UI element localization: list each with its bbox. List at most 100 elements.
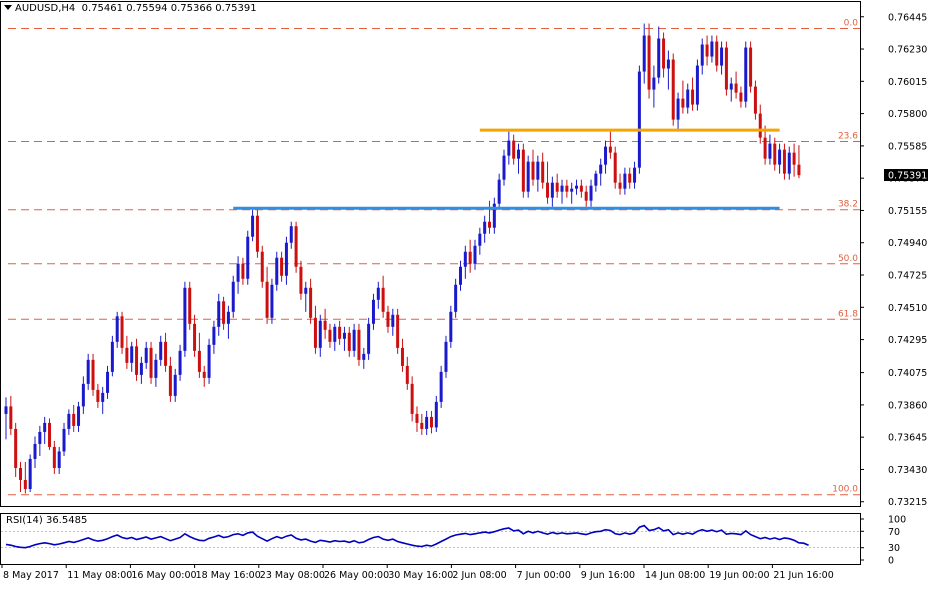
candle-body: [217, 301, 221, 327]
price-tick-label: 0.74725: [888, 271, 927, 282]
candle-body: [57, 451, 61, 468]
rsi-header: RSI(14) 36.5485: [6, 515, 87, 526]
candle-body: [284, 242, 288, 276]
candle-body: [294, 226, 298, 267]
time-tick-label: 26 May 00:00: [324, 570, 389, 581]
candle-body: [67, 413, 71, 429]
candle-body: [618, 182, 622, 189]
candle-body: [724, 47, 728, 90]
candle-body: [560, 185, 564, 192]
collapse-triangle-icon: [4, 5, 12, 10]
price-axis: 0.76445 0.76230 0.76015 0.75800 0.75585 0.753…: [860, 12, 928, 508]
price-tick-label: 0.76445: [888, 12, 927, 23]
candle-body: [463, 251, 467, 267]
candle-body: [691, 89, 695, 105]
ohlc-readout: 0.75461 0.75594 0.75366 0.75391: [81, 3, 257, 14]
candle-body: [565, 185, 569, 192]
candle-body: [720, 47, 724, 66]
candle-body: [323, 320, 327, 330]
candle-body: [444, 341, 448, 372]
candle-body: [52, 446, 56, 468]
candle-body: [304, 287, 308, 294]
candle-body: [130, 346, 134, 363]
candle-body: [454, 284, 458, 312]
candle-body: [546, 182, 550, 198]
price-tick-label: 0.73860: [888, 400, 927, 411]
candle-body: [154, 359, 158, 378]
candle-body: [666, 59, 670, 69]
candle-body: [773, 143, 777, 165]
candle-body: [241, 263, 245, 279]
candle-body: [497, 179, 501, 204]
time-tick-label: 19 Jun 00:00: [709, 570, 769, 581]
candle-body: [91, 359, 95, 390]
candle-body: [449, 311, 453, 342]
candle-body: [695, 65, 699, 105]
candle-body: [48, 422, 52, 447]
time-tick-label: 9 Jun 16:00: [581, 570, 635, 581]
candle-body: [333, 326, 337, 342]
candle-body: [734, 83, 738, 93]
candle-body: [188, 287, 192, 324]
candle-body: [434, 401, 438, 428]
candle-body: [386, 311, 390, 327]
candle-body: [193, 323, 197, 351]
candle-body: [710, 41, 714, 57]
candle-body: [555, 182, 559, 192]
rsi-axis-label: 100: [888, 515, 906, 526]
candle-body: [512, 140, 516, 159]
symbol-header: AUDUSD,H4 0.75461 0.75594 0.75366 0.7539…: [4, 3, 257, 14]
candle-body: [608, 146, 612, 153]
candle-body: [488, 221, 491, 228]
rsi-line: [5, 524, 809, 549]
candle-body: [753, 86, 757, 114]
candle-body: [357, 329, 361, 360]
candle-body: [33, 443, 37, 459]
candle-body: [797, 164, 801, 176]
candle-body: [420, 422, 424, 429]
candle-body: [251, 215, 255, 237]
candle-body: [255, 215, 259, 252]
candle-body: [72, 413, 76, 426]
candle-body: [705, 44, 709, 57]
price-tick-label: 0.74295: [888, 335, 927, 346]
candle-body: [613, 152, 617, 183]
candle-body: [729, 83, 733, 90]
time-tick-label: 7 Jun 00:00: [517, 570, 571, 581]
candle-body: [338, 326, 342, 339]
time-tick-label: 18 May 16:00: [196, 570, 261, 581]
price-tick-label: 0.75155: [888, 206, 927, 217]
time-tick-label: 2 Jun 08:00: [452, 570, 506, 581]
candle-body: [38, 431, 42, 444]
candle-body: [275, 257, 279, 285]
candle-body: [623, 173, 627, 189]
candle-body: [787, 152, 791, 174]
price-tick-label: 0.75800: [888, 109, 927, 120]
candle-body: [400, 347, 404, 366]
candle-body: [197, 350, 201, 372]
candle-body: [579, 185, 583, 192]
candle-body: [507, 140, 511, 156]
candle-body: [318, 320, 322, 348]
rsi-axis-label: 70: [888, 527, 900, 538]
fibonacci-levels: 0.0 23.6 38.2 50.0 61.8 100.0: [8, 18, 860, 496]
candle-body: [570, 188, 574, 192]
time-tick-label: 8 May 2017: [3, 570, 59, 581]
candle-body: [526, 161, 530, 192]
candle-body: [101, 392, 105, 402]
candle-body: [164, 341, 168, 366]
candle-body: [376, 287, 380, 300]
candle-body: [541, 161, 545, 183]
candle-body: [763, 137, 767, 159]
candle-body: [575, 185, 579, 189]
candle-body: [604, 146, 608, 165]
candle-body: [517, 149, 521, 159]
fib-label-50.0: 50.0: [838, 254, 858, 264]
time-tick-label: 23 May 08:00: [260, 570, 325, 581]
candle-body: [686, 89, 690, 108]
candle-body: [246, 236, 250, 279]
candle-body: [183, 287, 187, 351]
candle-body: [458, 266, 462, 285]
candle-body: [144, 347, 148, 363]
